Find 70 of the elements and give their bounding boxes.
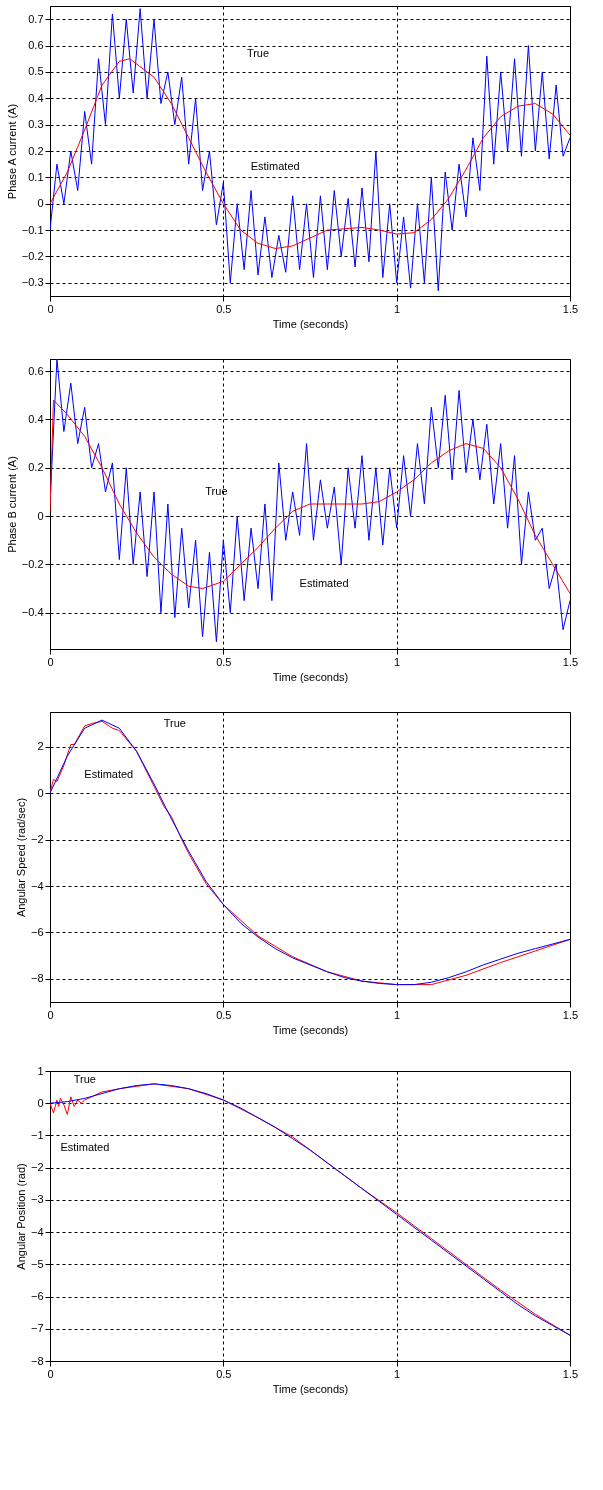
y-tick-label: 0.4 (28, 412, 44, 425)
y-tick-label: 0.2 (28, 461, 44, 474)
line-series (50, 399, 570, 594)
x-tick-label: 0 (47, 655, 54, 668)
y-tick-label: −0.3 (21, 276, 44, 289)
y-tick-label: 0.2 (28, 144, 44, 157)
y-tick-label: 0 (37, 509, 44, 522)
annotation: True (163, 716, 186, 729)
y-tick-label: 0.6 (28, 364, 44, 377)
annotation: Estimated (299, 576, 349, 589)
y-tick-label: −4 (30, 879, 44, 892)
x-tick-label: 1.5 (562, 1008, 579, 1021)
line-series (50, 359, 570, 643)
x-tick-label: 1.5 (562, 1367, 579, 1380)
x-tick-label: 1 (394, 302, 401, 315)
annotation: True (73, 1072, 96, 1085)
annotation: True (246, 46, 270, 59)
y-tick-label: −2 (30, 833, 44, 846)
x-tick-label: 0.5 (216, 302, 232, 315)
y-tick-label: −7 (30, 1322, 44, 1335)
y-tick-label: 1 (37, 1064, 44, 1077)
y-tick-label: −5 (30, 1257, 44, 1270)
x-tick-label: 1.5 (562, 655, 579, 668)
y-tick-label: −4 (30, 1225, 44, 1238)
y-tick-label: −0.4 (21, 606, 44, 619)
x-tick-label: 1 (394, 1367, 401, 1380)
y-tick-label: 2 (37, 740, 44, 753)
y-tick-label: 0.4 (28, 91, 44, 104)
x-axis-title: Time (seconds) (272, 317, 349, 330)
y-tick-label: −8 (30, 972, 44, 985)
x-tick-label: 1 (394, 1008, 401, 1021)
x-tick-label: 0.5 (216, 655, 232, 668)
x-tick-label: 1 (394, 655, 401, 668)
y-tick-label: −1 (30, 1128, 44, 1141)
y-tick-label: −6 (30, 1290, 44, 1303)
y-tick-label: 0 (37, 197, 44, 210)
y-tick-label: −6 (30, 925, 44, 938)
line-series (50, 8, 570, 292)
y-tick-label: 0 (37, 1096, 44, 1109)
y-axis-title: Angular Speed (rad/sec) (14, 797, 27, 918)
x-axis-title: Time (seconds) (272, 1023, 349, 1036)
line-series (50, 58, 570, 250)
x-axis-title: Time (seconds) (272, 1382, 349, 1395)
y-tick-label: 0.5 (28, 65, 44, 78)
x-tick-label: 0 (47, 302, 54, 315)
x-tick-label: 0.5 (216, 1008, 232, 1021)
x-axis-title: Time (seconds) (272, 670, 349, 683)
annotation: True (205, 484, 228, 497)
y-tick-label: −0.2 (21, 557, 44, 570)
annotation: Estimated (84, 767, 134, 780)
line-series (50, 1083, 570, 1336)
y-tick-label: 0.1 (28, 170, 44, 183)
y-tick-label: 0 (37, 786, 44, 799)
x-tick-label: 0.5 (216, 1367, 232, 1380)
x-tick-label: 0 (47, 1367, 54, 1380)
y-tick-label: −8 (30, 1354, 44, 1367)
y-tick-label: 0.3 (28, 118, 44, 131)
y-axis-title: Phase B current (A) (5, 456, 18, 553)
y-tick-label: −2 (30, 1161, 44, 1174)
x-tick-label: 1.5 (562, 302, 579, 315)
x-tick-label: 0 (47, 1008, 54, 1021)
annotation: Estimated (250, 159, 300, 172)
y-axis-title: Angular Position (rad) (14, 1163, 27, 1270)
y-axis-title: Phase A current (A) (5, 103, 18, 200)
y-tick-label: −0.1 (21, 223, 44, 236)
y-tick-label: 0.6 (28, 39, 44, 52)
y-tick-label: 0.7 (28, 12, 44, 25)
y-tick-label: −0.2 (21, 249, 44, 262)
annotation: Estimated (60, 1141, 110, 1154)
y-tick-label: −3 (30, 1193, 44, 1206)
